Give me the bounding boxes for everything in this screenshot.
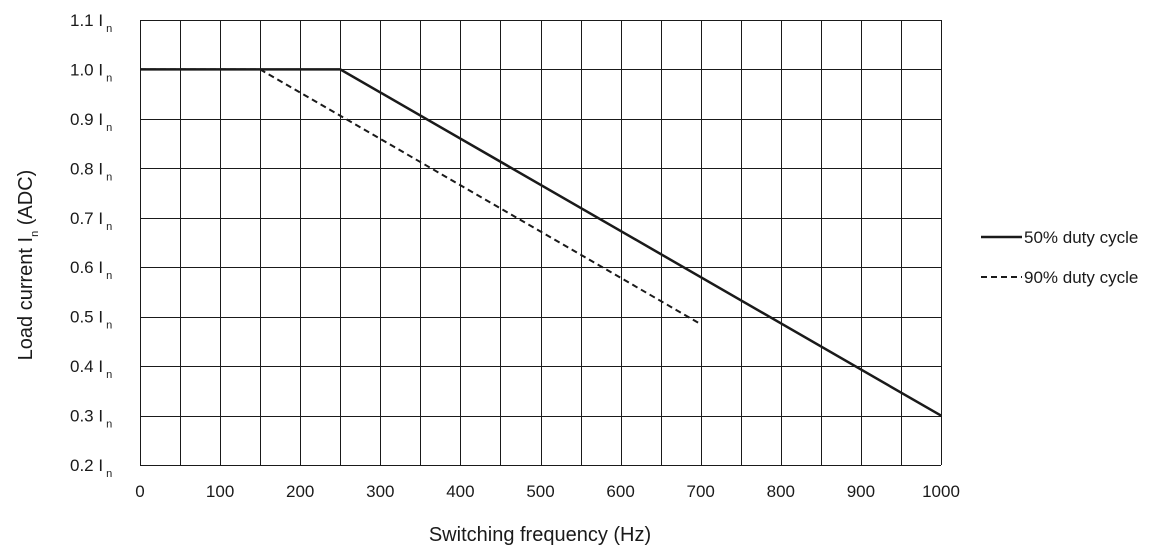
x-tick-label: 800 — [767, 482, 795, 501]
x-tick-label: 500 — [526, 482, 554, 501]
y-tick-value: 1.0 I — [70, 60, 103, 79]
y-tick-subscript: n — [106, 320, 112, 332]
x-axis-label: Switching frequency (Hz) — [429, 524, 651, 546]
y-tick-subscript: n — [106, 270, 112, 282]
y-tick-subscript: n — [106, 468, 112, 480]
x-tick-label: 300 — [366, 482, 394, 501]
x-tick-label: 200 — [286, 482, 314, 501]
y-axis-label-subscript: n — [29, 231, 41, 237]
y-tick-value: 0.9 I — [70, 110, 103, 129]
y-tick-value: 0.5 I — [70, 308, 103, 327]
x-tick-labels: 0 100 200 300 400 500 600 700 800 900 1000 — [135, 482, 960, 501]
series — [140, 68, 942, 417]
y-tick-subscript: n — [106, 221, 112, 233]
y-axis-label-suffix: (ADC) — [15, 170, 37, 231]
legend-label-1: 50% duty cycle — [1024, 228, 1138, 247]
series-line-1 — [140, 68, 942, 417]
y-tick-value: 0.3 I — [70, 407, 103, 426]
legend-label-2: 90% duty cycle — [1024, 268, 1138, 287]
y-tick-value: 0.2 I — [70, 456, 103, 475]
x-tick-label: 1000 — [922, 482, 960, 501]
x-tick-label: 0 — [135, 482, 144, 501]
y-axis-label-prefix: Load current I — [15, 237, 37, 360]
y-tick-subscript: n — [106, 23, 112, 35]
x-tick-label: 400 — [446, 482, 474, 501]
y-axis-label: Load current In (ADC) — [15, 170, 41, 361]
x-tick-label: 600 — [606, 482, 634, 501]
x-tick-label: 700 — [687, 482, 715, 501]
x-tick-label: 100 — [206, 482, 234, 501]
y-tick-subscript: n — [106, 72, 112, 84]
y-tick-subscript: n — [106, 122, 112, 134]
y-tick-subscript: n — [106, 369, 112, 381]
y-tick-value: 0.6 I — [70, 258, 103, 277]
series-line-2 — [140, 68, 702, 325]
y-tick-value: 0.4 I — [70, 357, 103, 376]
y-tick-value: 1.1 I — [70, 11, 103, 30]
grid — [140, 20, 942, 466]
y-tick-subscript: n — [106, 171, 112, 183]
legend: 50% duty cycle 90% duty cycle — [981, 228, 1138, 287]
y-tick-value: 0.8 I — [70, 159, 103, 178]
x-tick-label: 900 — [847, 482, 875, 501]
y-tick-subscript: n — [106, 419, 112, 431]
y-tick-value: 0.7 I — [70, 209, 103, 228]
